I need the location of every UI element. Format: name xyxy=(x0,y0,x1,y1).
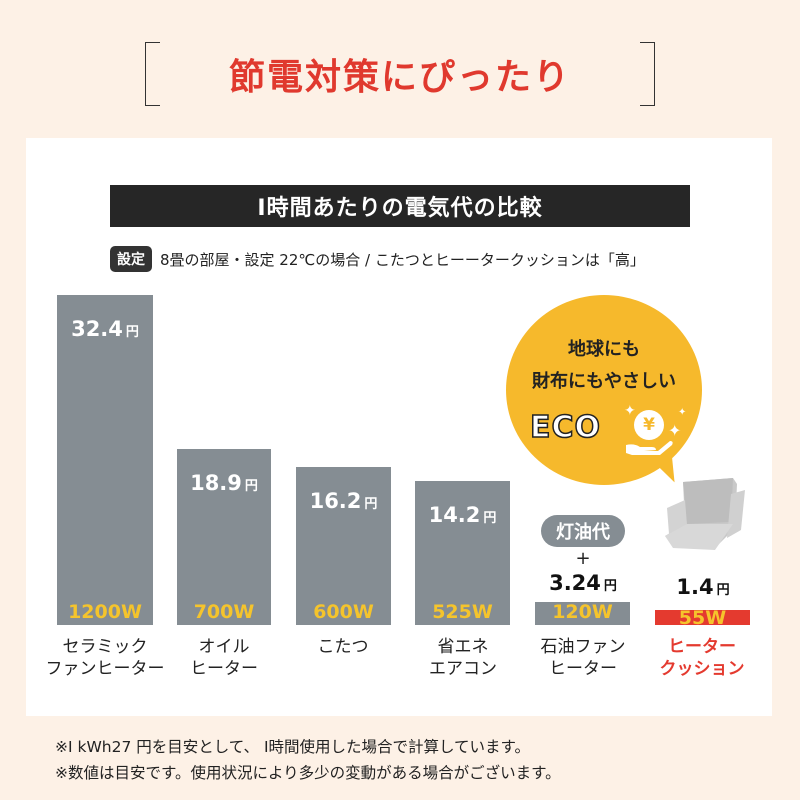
bar-label: 省エネ エアコン xyxy=(429,637,497,679)
bar-label: セラミック ファンヒーター xyxy=(45,637,165,679)
bar-label: 石油ファン ヒーター xyxy=(540,637,626,679)
right-bracket xyxy=(640,42,655,106)
bar-label: こたつ xyxy=(317,637,369,657)
bar-label: オイル ヒーター xyxy=(190,637,258,679)
eco-line1: 地球にも xyxy=(568,339,640,360)
footnotes: ※I kWh27 円を目安として、 I時間使用した場合で計算しています。 ※数値… xyxy=(55,734,561,786)
bar-cost: 16.2 円 xyxy=(309,489,378,513)
eco-word: ECO xyxy=(529,409,602,446)
bar-watt: 120W xyxy=(552,601,613,623)
bar-cost: 3.24 円 xyxy=(549,571,617,595)
bar-cost: 1.4 円 xyxy=(676,575,730,599)
bar-cost: 32.4 円 xyxy=(71,317,139,341)
bar-watt: 55W xyxy=(678,607,727,629)
sparkle-icon: ✦ xyxy=(668,421,682,440)
bar-watt: 525W xyxy=(432,601,493,623)
bar-kotatsu: 16.2 円 600W xyxy=(296,467,391,625)
plus-sign: + xyxy=(575,548,591,569)
heater-cushion-image xyxy=(665,478,745,550)
sparkle-icon: ✦ xyxy=(624,403,636,419)
bar-oil-heater: 18.9 円 700W xyxy=(177,449,271,625)
bar-watt: 700W xyxy=(193,601,255,623)
kerosene-cost-pill: 灯油代 xyxy=(541,515,625,547)
setting-text: 8畳の部屋・設定 22℃の場合 / こたつとヒーータークッションは「高」 xyxy=(160,250,645,269)
hand-icon xyxy=(626,441,673,455)
headline: 節電対策にぴったり xyxy=(145,42,655,106)
footnote: ※I kWh27 円を目安として、 I時間使用した場合で計算しています。 xyxy=(55,738,531,756)
eco-speech-bubble: 地球にも 財布にもやさしい ECO ✦ ¥ ✦ ✦ xyxy=(506,295,702,485)
bar-ceramic-fan-heater: 32.4 円 1200W xyxy=(57,295,153,625)
sparkle-icon: ✦ xyxy=(678,407,687,418)
bar-kerosene-fan-heater: 120W xyxy=(535,601,630,625)
bar-cost: 18.9 円 xyxy=(190,471,258,495)
setting-row: 設定 8畳の部屋・設定 22℃の場合 / こたつとヒーータークッションは「高」 xyxy=(110,246,645,272)
footnote: ※数値は目安です。使用状況により多少の変動がある場合がございます。 xyxy=(55,764,561,782)
eco-line2: 財布にもやさしい xyxy=(532,371,676,392)
left-bracket xyxy=(145,42,160,106)
chart-title: I時間あたりの電気代の比較 xyxy=(110,185,690,227)
setting-badge: 設定 xyxy=(110,246,152,272)
headline-text: 節電対策にぴったり xyxy=(228,57,571,98)
bar-heater-cushion: 55W xyxy=(655,607,750,629)
bar-cost: 14.2 円 xyxy=(428,503,497,527)
bar-watt: 1200W xyxy=(68,601,142,623)
bar-eco-aircon: 14.2 円 525W xyxy=(415,481,510,625)
bar-watt: 600W xyxy=(313,601,374,623)
yen-coin-icon: ¥ xyxy=(634,410,664,440)
bar-label: ヒーター クッション xyxy=(659,637,745,679)
